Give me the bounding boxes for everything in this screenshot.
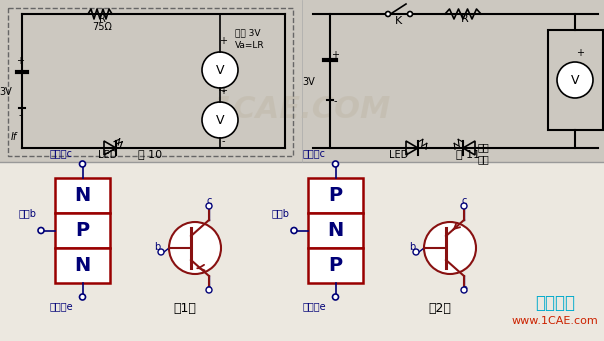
Text: 发射极e: 发射极e	[50, 301, 74, 311]
Text: P: P	[329, 256, 342, 275]
Bar	[0, 162, 604, 341]
Bar	[55, 213, 110, 248]
Circle shape	[158, 249, 164, 255]
Circle shape	[557, 62, 593, 98]
Circle shape	[38, 227, 44, 234]
Text: b: b	[154, 242, 160, 252]
Text: 3V: 3V	[302, 77, 315, 87]
Text: LED: LED	[389, 150, 408, 160]
Circle shape	[206, 287, 212, 293]
Circle shape	[424, 222, 476, 274]
Text: e: e	[206, 284, 212, 294]
Circle shape	[80, 161, 86, 167]
Text: 仿真在线: 仿真在线	[535, 294, 575, 312]
Bar	[308, 178, 363, 213]
Bar	[308, 248, 363, 283]
Text: 基极b: 基极b	[19, 208, 37, 219]
Text: R: R	[98, 14, 106, 24]
Text: +: +	[576, 48, 584, 58]
Text: If: If	[11, 132, 17, 142]
Text: LED: LED	[98, 150, 118, 160]
Text: +: +	[16, 56, 24, 66]
Text: 图 10: 图 10	[138, 149, 162, 159]
Text: 额程 3V: 额程 3V	[235, 28, 260, 37]
Circle shape	[202, 52, 238, 88]
Circle shape	[332, 161, 338, 167]
Bar	[55, 248, 110, 283]
Text: （2）: （2）	[429, 302, 451, 315]
Text: -: -	[333, 96, 337, 106]
Text: 1CAE.COM: 1CAE.COM	[213, 95, 391, 124]
Bar	[55, 178, 110, 213]
Bar	[308, 213, 363, 248]
Text: +: +	[219, 36, 227, 46]
Circle shape	[461, 287, 467, 293]
Circle shape	[413, 249, 419, 255]
Text: 基极b: 基极b	[272, 208, 290, 219]
Circle shape	[202, 102, 238, 138]
Text: V: V	[571, 74, 579, 87]
Text: K: K	[396, 16, 403, 26]
Text: N: N	[327, 221, 344, 240]
Circle shape	[385, 12, 391, 16]
Text: e: e	[461, 284, 467, 294]
Text: www.1CAE.com: www.1CAE.com	[512, 316, 599, 326]
Circle shape	[169, 222, 221, 274]
Circle shape	[408, 12, 413, 16]
Text: N: N	[74, 256, 91, 275]
Bar	[548, 30, 603, 130]
Text: P: P	[76, 221, 89, 240]
Text: +: +	[331, 50, 339, 60]
Text: -: -	[221, 86, 225, 96]
Text: 3V: 3V	[0, 87, 12, 97]
Text: P: P	[329, 186, 342, 205]
Text: -: -	[221, 136, 225, 146]
Text: c: c	[207, 196, 211, 206]
Text: 电池: 电池	[478, 154, 490, 164]
Text: 基电极c: 基电极c	[50, 148, 73, 158]
Text: c: c	[461, 196, 467, 206]
Bar	[0, 0, 604, 162]
Text: V: V	[216, 114, 224, 127]
Text: V: V	[216, 63, 224, 76]
Text: +: +	[219, 86, 227, 96]
Text: R: R	[461, 14, 469, 24]
Text: N: N	[74, 186, 91, 205]
Circle shape	[291, 227, 297, 234]
Text: 图 11: 图 11	[456, 149, 480, 159]
Text: Va=LR: Va=LR	[235, 41, 265, 50]
Circle shape	[461, 203, 467, 209]
Text: 基电极c: 基电极c	[303, 148, 326, 158]
Text: -: -	[18, 110, 22, 120]
Text: （1）: （1）	[173, 302, 196, 315]
Text: b: b	[409, 242, 415, 252]
Text: 75Ω: 75Ω	[92, 22, 112, 32]
Circle shape	[332, 294, 338, 300]
Circle shape	[206, 203, 212, 209]
Text: 发射极e: 发射极e	[303, 301, 327, 311]
Bar	[8, 8, 293, 156]
Circle shape	[80, 294, 86, 300]
Text: 硅光: 硅光	[478, 142, 490, 152]
